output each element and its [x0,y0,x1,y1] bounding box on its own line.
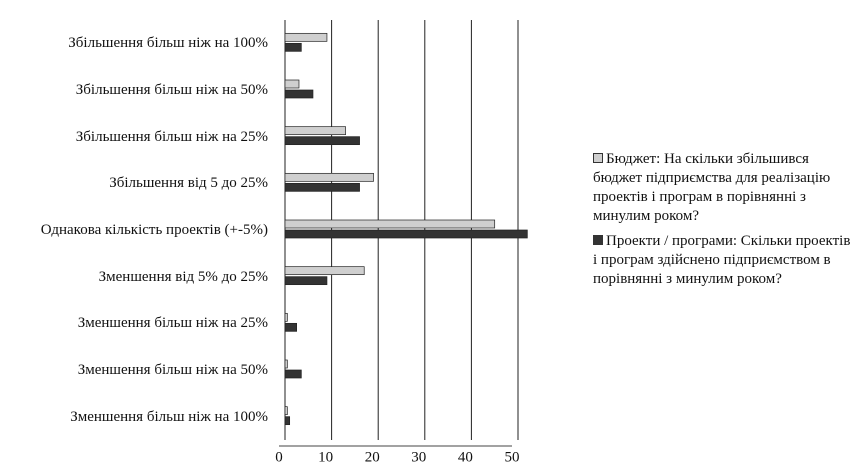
x-tick-label: 20 [365,449,380,465]
legend-swatch [593,235,603,245]
category-label: Збільшення від 5 до 25% [109,175,268,192]
bar [284,79,300,89]
legend-label: Бюджет: На скільки збільшився бюджет під… [593,151,831,224]
category-label: Зменшення більш ніж на 25% [77,315,268,332]
category-label: Збільшення більш ніж на 25% [75,128,268,145]
bar [284,322,297,332]
category-label: Однакова кількість проектів (+-5%) [40,222,268,238]
legend-entry: Бюджет: На скільки збільшився бюджет під… [593,150,855,226]
bar [284,369,302,379]
bar [284,229,528,239]
legend-swatch [593,153,603,163]
category-label: Зменшення більш ніж на 100% [70,408,268,425]
bar [284,42,302,52]
bar [284,276,328,286]
bar [284,406,288,416]
bar [284,312,288,322]
category-label: Зменшення від 5% до 25% [98,268,268,285]
bar [284,359,288,369]
bar [284,219,496,229]
bar [284,172,374,182]
legend-entry: Проекти / програми: Скільки проектів і п… [593,232,855,289]
category-label: Збільшення більш ніж на 50% [75,82,268,98]
bar [284,266,365,276]
x-tick-label: 30 [411,449,426,465]
legend-label: Проекти / програми: Скільки проектів і п… [593,233,851,287]
bar [284,89,314,99]
category-label: Зменшення більш ніж на 50% [77,362,268,378]
bar [284,126,346,136]
x-tick-label: 0 [275,449,283,465]
bar [284,32,328,42]
bar [284,416,291,426]
bar [284,182,360,192]
x-tick-label: 10 [318,449,333,465]
bar [284,136,360,146]
category-label: Збільшення більш ніж на 100% [68,35,268,52]
x-tick-label: 50 [505,449,520,465]
x-tick-label: 40 [458,449,473,465]
